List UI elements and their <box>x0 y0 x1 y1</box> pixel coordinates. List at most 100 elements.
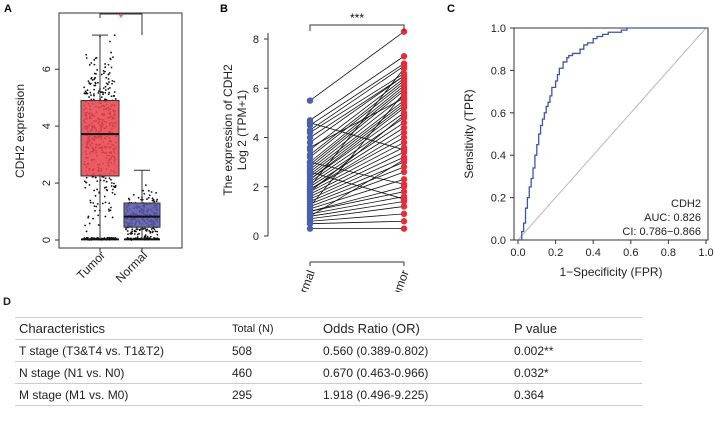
cell-odds-ratio: 0.560 (0.389-0.802) <box>319 339 510 362</box>
a-data-point <box>104 63 107 65</box>
c-ytick-label: 0.8 <box>491 65 506 77</box>
panel-b-letter: B <box>220 3 228 15</box>
b-pair-line <box>309 213 405 222</box>
a-data-point <box>111 82 113 85</box>
a-data-point <box>142 189 145 192</box>
b-pair-line <box>309 85 405 163</box>
a-data-point <box>146 198 148 200</box>
c-xtick-label: 0.8 <box>661 247 676 259</box>
b-point-normal <box>306 168 314 176</box>
b-pair-line <box>309 65 405 131</box>
b-pair-line <box>309 142 405 193</box>
a-data-point <box>126 230 129 232</box>
a-data-point <box>96 188 98 191</box>
a-data-point <box>104 177 107 180</box>
a-data-point <box>138 229 141 231</box>
b-point-normal <box>306 97 314 104</box>
a-data-point <box>143 192 146 195</box>
a-data-point <box>108 236 110 239</box>
a-data-point <box>83 86 86 89</box>
a-data-point <box>131 228 134 231</box>
b-point-normal <box>306 158 314 166</box>
a-data-point <box>93 94 95 97</box>
a-data-point <box>104 66 107 69</box>
a-box-tumor <box>80 100 120 177</box>
a-data-point <box>110 185 113 187</box>
a-data-point <box>148 229 151 232</box>
a-data-point <box>103 186 106 189</box>
a-data-point <box>133 233 136 235</box>
a-data-point <box>105 82 108 85</box>
b-point-tumor <box>400 112 408 119</box>
a-data-point <box>104 85 107 88</box>
a-data-point <box>137 196 140 199</box>
a-data-point <box>85 176 88 179</box>
a-data-point <box>135 230 137 233</box>
a-data-point <box>108 91 111 94</box>
a-data-point <box>146 228 149 231</box>
a-data-point <box>104 215 107 218</box>
a-data-point <box>97 224 100 226</box>
roc-annotation-auc: AUC: 0.826 <box>644 212 701 224</box>
a-data-point <box>107 208 110 211</box>
b-pair-line <box>309 31 405 101</box>
b-pair-line <box>309 171 405 207</box>
a-data-point <box>151 230 154 233</box>
table-header-row: Characteristics Total (N) Odds Ratio (OR… <box>15 317 642 340</box>
b-point-tumor <box>400 168 408 176</box>
b-point-tumor <box>400 203 408 210</box>
a-data-point <box>136 236 139 238</box>
c-xtick-label: 0.4 <box>586 247 601 259</box>
panel-b-significance: *** <box>309 11 405 31</box>
cell-characteristic: N stage (N1 vs. N0) <box>15 361 228 384</box>
a-data-point <box>111 216 114 219</box>
c-diagonal-line <box>517 27 707 241</box>
panel-b-points <box>306 28 408 232</box>
a-data-point <box>155 191 157 194</box>
a-data-point <box>94 84 97 87</box>
b-pair-line <box>309 55 405 121</box>
panel-c-frame <box>513 27 709 241</box>
a-data-point <box>110 95 113 98</box>
b-pair-line <box>309 95 405 170</box>
cell-p-value: 0.364 <box>510 383 642 406</box>
a-data-point <box>136 233 139 236</box>
panel-a-boxplot: CDH2 expression 0 2 4 6 Tumor Normal * <box>13 11 183 285</box>
c-ytick-label: 0.2 <box>491 193 506 205</box>
a-sig-bracket <box>99 13 143 35</box>
header-characteristics: Characteristics <box>15 317 228 340</box>
b-point-normal <box>306 154 314 161</box>
a-data-point <box>88 82 91 84</box>
a-ytick-label: 0 <box>41 237 53 243</box>
b-point-tumor <box>400 124 408 131</box>
a-data-point <box>85 57 88 59</box>
panel-c-letter: C <box>447 3 455 15</box>
a-data-point <box>109 209 112 212</box>
panel-a-xlabels: Tumor Normal <box>74 248 150 285</box>
a-data-point <box>132 193 135 196</box>
b-point-normal <box>306 129 314 136</box>
b-point-tumor <box>400 129 408 136</box>
table-row: N stage (N1 vs. N0) 460 0.670 (0.463-0.9… <box>15 361 642 384</box>
a-data-point <box>112 95 115 97</box>
a-data-point <box>109 86 111 89</box>
a-data-point <box>104 91 107 94</box>
panel-c-ylabel: Sensitivity (TPR) <box>462 89 476 178</box>
b-point-normal <box>306 188 314 195</box>
b-point-tumor <box>400 188 408 195</box>
cell-total: 460 <box>228 361 319 384</box>
a-data-point <box>97 92 100 94</box>
a-data-point <box>150 228 153 230</box>
a-data-point <box>92 202 95 204</box>
a-data-point <box>102 87 105 90</box>
a-data-point <box>125 228 127 231</box>
b-point-normal <box>306 144 314 151</box>
b-ytick-label: 2 <box>253 182 259 194</box>
b-sig-bracket <box>309 24 405 31</box>
b-pair-line <box>309 161 405 185</box>
b-pair-line <box>309 206 405 220</box>
b-point-normal <box>306 134 314 141</box>
b-point-tumor <box>400 89 408 97</box>
cell-odds-ratio: 1.918 (0.496-9.225) <box>319 383 510 406</box>
a-data-point <box>113 182 115 185</box>
